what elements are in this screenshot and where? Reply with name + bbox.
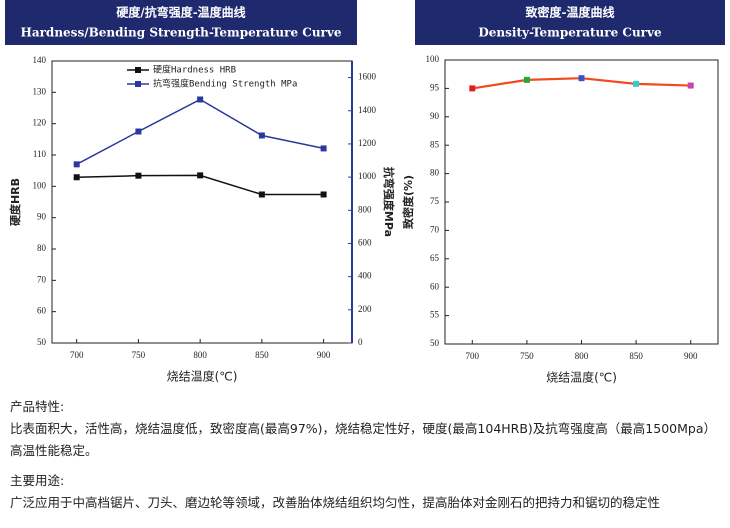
x-tick-label: 750 (132, 350, 146, 360)
y-tick-label: 140 (33, 55, 47, 65)
plot-frame (51, 60, 353, 344)
point-marker (135, 172, 142, 179)
section-heading: 主要用途: (10, 473, 65, 488)
y-tick-label: 60 (430, 281, 440, 291)
y-axis-label: 硬度HRB (8, 178, 22, 226)
y-tick-label: 80 (430, 168, 440, 178)
y-tick-label: 90 (37, 212, 47, 222)
x-tick-label: 900 (317, 350, 331, 360)
y-tick-label: 70 (37, 274, 47, 284)
y2-tick-label: 1400 (358, 105, 377, 115)
header-bar (5, 0, 357, 45)
y-tick-label: 95 (430, 82, 440, 92)
point-marker (633, 80, 640, 87)
y2-tick-label: 800 (358, 204, 372, 214)
chart-subtitle: Density-Temperature Curve (478, 26, 662, 40)
point-marker (523, 76, 530, 83)
section-heading: 产品特性: (10, 399, 65, 414)
point-marker (73, 174, 80, 181)
y-tick-label: 55 (430, 310, 440, 320)
y2-tick-label: 1600 (358, 72, 377, 82)
y2-tick-label: 600 (358, 238, 372, 248)
point-marker (320, 145, 327, 152)
legend-marker (135, 67, 141, 73)
y2-tick-label: 1200 (358, 138, 377, 148)
chart-title: 硬度/抗弯强度-温度曲线 (116, 5, 245, 20)
y-tick-label: 50 (430, 338, 440, 348)
y2-tick-label: 400 (358, 271, 372, 281)
chart-subtitle: Hardness/Bending Strength-Temperature Cu… (21, 26, 342, 40)
y-tick-label: 100 (33, 180, 47, 190)
y-tick-label: 120 (33, 118, 47, 128)
point-marker (197, 96, 204, 103)
y-tick-label: 60 (37, 306, 47, 316)
y-axis-label: 致密度(%) (401, 175, 415, 229)
legend-marker (135, 81, 141, 87)
point-marker (135, 128, 142, 135)
y2-tick-label: 1000 (358, 171, 377, 181)
y-tick-label: 80 (37, 243, 47, 253)
plot-frame (444, 59, 719, 345)
point-marker (578, 75, 585, 82)
point-marker (258, 191, 265, 198)
x-tick-label: 850 (255, 350, 269, 360)
chart-title: 致密度-温度曲线 (526, 5, 615, 20)
y-tick-label: 70 (430, 224, 440, 234)
y-tick-label: 75 (430, 196, 440, 206)
x-tick-label: 900 (684, 351, 698, 361)
x-axis-label: 烧结温度(℃) (546, 370, 617, 385)
x-axis-label: 烧结温度(℃) (167, 369, 238, 384)
x-tick-label: 850 (629, 351, 643, 361)
point-marker (687, 82, 694, 89)
y-tick-label: 85 (430, 139, 440, 149)
point-marker (73, 161, 80, 168)
y-tick-label: 110 (33, 149, 47, 159)
legend-label: 硬度Hardness HRB (153, 64, 236, 76)
y2-tick-label: 200 (358, 304, 372, 314)
x-tick-label: 800 (575, 351, 589, 361)
y-tick-label: 130 (33, 86, 47, 96)
y-tick-label: 100 (426, 54, 440, 64)
y2-tick-label: 0 (358, 337, 363, 347)
text-block: 产品特性: 比表面积大，活性高，烧结温度低，致密度高(最高97%)，烧结稳定性好，… (10, 396, 728, 514)
point-marker (469, 85, 476, 92)
point-marker (197, 172, 204, 179)
charts: 硬度/抗弯强度-温度曲线 Hardness/Bending Strength-Te… (5, 0, 725, 385)
point-marker (258, 132, 265, 139)
x-tick-label: 700 (466, 351, 480, 361)
y2-axis-label: 抗弯强度MPa (382, 167, 396, 237)
y-tick-label: 90 (430, 111, 440, 121)
x-tick-label: 700 (70, 350, 84, 360)
point-marker (320, 191, 327, 198)
section-body: 比表面积大，活性高，烧结温度低，致密度高(最高97%)，烧结稳定性好，硬度(最高… (10, 421, 717, 458)
header-bar (415, 0, 725, 45)
y-tick-label: 50 (37, 337, 47, 347)
series-line (76, 98, 324, 166)
section-body: 广泛应用于中高档锯片、刀头、磨边轮等领域，改善胎体烧结组织均匀性，提高胎体对金刚… (10, 495, 661, 510)
x-tick-label: 800 (193, 350, 207, 360)
y-tick-label: 65 (430, 253, 440, 263)
legend-label: 抗弯强度Bending Strength MPa (153, 78, 297, 90)
x-tick-label: 750 (520, 351, 534, 361)
